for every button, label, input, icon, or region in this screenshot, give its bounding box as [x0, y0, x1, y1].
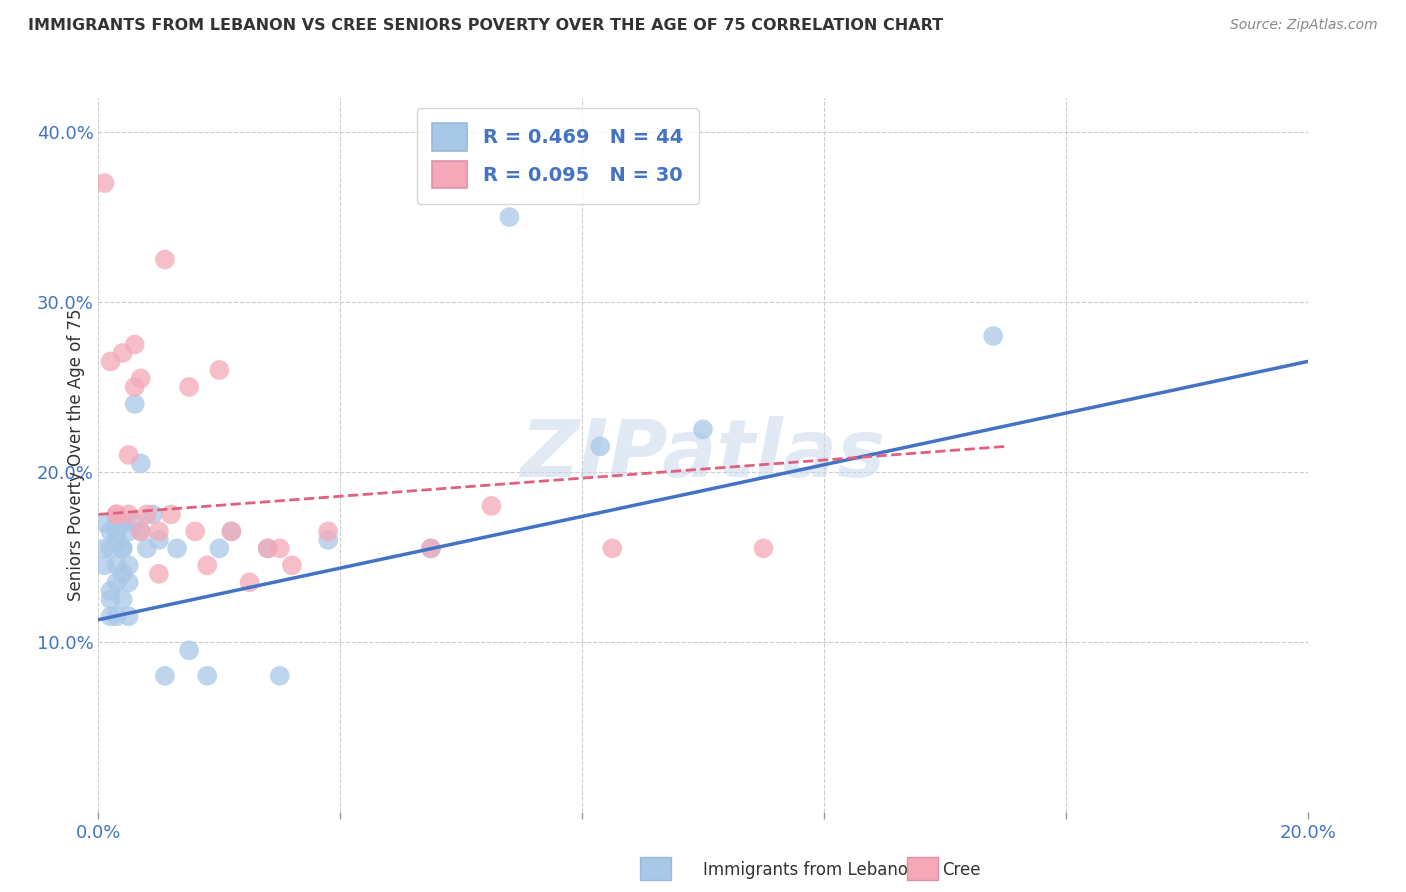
Point — [160, 508, 183, 522]
Point — [602, 541, 624, 556]
Point — [256, 541, 278, 556]
Point — [111, 516, 134, 530]
Point — [221, 524, 243, 539]
Point — [752, 541, 775, 556]
Point — [129, 457, 152, 471]
Text: ZIPatlas: ZIPatlas — [520, 416, 886, 494]
Point — [100, 541, 122, 556]
Point — [148, 566, 170, 581]
Point — [208, 541, 231, 556]
Point — [100, 524, 122, 539]
Point — [124, 380, 146, 394]
Point — [981, 329, 1004, 343]
Point — [118, 508, 141, 522]
Point — [142, 508, 165, 522]
Point — [316, 533, 339, 547]
Point — [498, 210, 520, 224]
Point — [269, 541, 291, 556]
Point — [281, 558, 304, 573]
Point — [111, 592, 134, 607]
Point — [148, 533, 170, 547]
Point — [148, 524, 170, 539]
Point — [589, 439, 612, 453]
Point — [692, 422, 714, 436]
Point — [153, 669, 176, 683]
Point — [135, 508, 157, 522]
Point — [105, 508, 128, 522]
Point — [208, 363, 231, 377]
Point — [118, 558, 141, 573]
Point — [184, 524, 207, 539]
Point — [420, 541, 443, 556]
Point — [420, 541, 443, 556]
Point — [118, 575, 141, 590]
Text: Immigrants from Lebanon: Immigrants from Lebanon — [703, 861, 918, 879]
Point — [111, 566, 134, 581]
Point — [93, 558, 115, 573]
Point — [118, 524, 141, 539]
Point — [105, 524, 128, 539]
Point — [111, 541, 134, 556]
Text: Source: ZipAtlas.com: Source: ZipAtlas.com — [1230, 18, 1378, 32]
Point — [135, 541, 157, 556]
Text: IMMIGRANTS FROM LEBANON VS CREE SENIORS POVERTY OVER THE AGE OF 75 CORRELATION C: IMMIGRANTS FROM LEBANON VS CREE SENIORS … — [28, 18, 943, 33]
Point — [256, 541, 278, 556]
Point — [100, 583, 122, 598]
Point — [93, 516, 115, 530]
Legend: R = 0.469   N = 44, R = 0.095   N = 30: R = 0.469 N = 44, R = 0.095 N = 30 — [418, 108, 699, 203]
Point — [100, 609, 122, 624]
Point — [481, 499, 503, 513]
Point — [111, 541, 134, 556]
Point — [239, 575, 262, 590]
Point — [105, 508, 128, 522]
Point — [105, 558, 128, 573]
Point — [179, 643, 201, 657]
Point — [129, 371, 152, 385]
Point — [100, 592, 122, 607]
Point — [195, 558, 218, 573]
Point — [118, 448, 141, 462]
Point — [221, 524, 243, 539]
Point — [105, 516, 128, 530]
Point — [195, 669, 218, 683]
Point — [269, 669, 291, 683]
Point — [124, 516, 146, 530]
Point — [124, 397, 146, 411]
Point — [316, 524, 339, 539]
Point — [111, 346, 134, 360]
Point — [93, 176, 115, 190]
Point — [179, 380, 201, 394]
Point — [129, 524, 152, 539]
Point — [105, 575, 128, 590]
Point — [153, 252, 176, 267]
Point — [93, 541, 115, 556]
Point — [124, 337, 146, 351]
Y-axis label: Seniors Poverty Over the Age of 75: Seniors Poverty Over the Age of 75 — [66, 309, 84, 601]
Point — [118, 609, 141, 624]
Point — [105, 533, 128, 547]
Point — [100, 354, 122, 368]
Point — [129, 524, 152, 539]
Text: Cree: Cree — [942, 861, 980, 879]
Point — [166, 541, 188, 556]
Point — [105, 609, 128, 624]
